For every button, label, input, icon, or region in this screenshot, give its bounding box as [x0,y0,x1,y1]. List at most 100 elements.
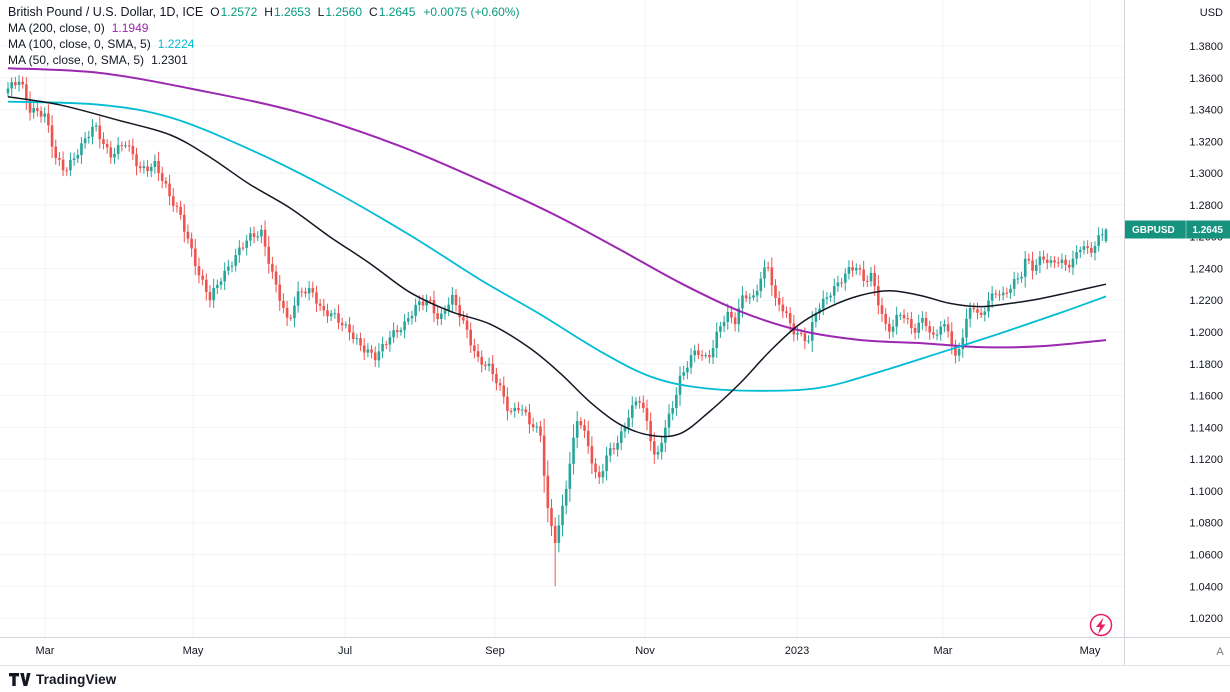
candle-body [47,113,50,126]
candle-body [946,324,950,332]
candle-body [421,301,425,306]
ma-200-line [7,67,1107,349]
candle-body [384,344,388,345]
candle-body [1086,246,1089,248]
candle-body [502,385,506,397]
candle-body [733,317,737,325]
candle-body [1064,259,1067,265]
candle-body [17,81,21,85]
candle-body [76,155,80,159]
candle-body [799,332,803,334]
candle-body [348,324,351,333]
candle-body [924,317,928,327]
candle-body [667,413,671,428]
candle-body [843,273,847,283]
candle-body [164,180,168,184]
candle-body [1049,260,1053,263]
candle-body [25,84,28,100]
ma-row-50[interactable]: MA (50, close, 0, SMA, 5) 1.2301 [8,52,519,68]
candle-body [318,303,322,306]
candle-body [711,348,715,358]
candle-body [976,309,979,313]
candle-body [1060,259,1064,263]
candle-body [689,355,693,368]
candle-body [50,125,54,147]
candle-body [484,364,487,366]
candle-body [1053,260,1056,263]
candle-body [730,312,733,318]
candle-body [245,240,248,248]
high-value: 1.2653 [273,5,311,19]
candle-body [531,424,535,428]
price-tick-label: 1.3600 [1189,73,1223,85]
candle-body [785,311,788,314]
change-value: +0.0075 (+0.60%) [423,5,520,19]
candle-body [322,305,326,311]
candle-body [447,304,450,311]
low-value: 1.2560 [325,5,363,19]
candle-body [616,443,619,450]
symbol-row[interactable]: British Pound / U.S. Dollar, 1D, ICE O1.2… [8,4,519,20]
candle-body [36,108,39,111]
candle-body [91,126,94,137]
candle-body [921,317,924,323]
candle-body [627,417,630,428]
candle-body [326,310,329,317]
ma-row-200[interactable]: MA (200, close, 0) 1.1949 [8,20,519,36]
candle-body [1090,247,1093,253]
candle-body [135,154,138,167]
price-axis[interactable]: USD 1.3800 1.3600 1.3400 1.3200 1.3000 1.2800 1… [1189,7,1223,625]
candle-body [888,323,891,332]
candle-body [972,308,976,310]
autoscale-button[interactable]: A [1216,646,1224,658]
candle-body [256,236,260,238]
candle-body [1009,288,1012,293]
candle-body [282,300,285,308]
candle-body [983,311,987,315]
chart-canvas[interactable]: USD 1.3800 1.3600 1.3400 1.3200 1.3000 1.2800 1… [0,0,1230,665]
candle-body [1104,229,1108,242]
candle-body [355,338,359,340]
candle-body [1005,292,1009,294]
price-tick-label: 1.1000 [1189,486,1223,498]
candle-body [32,108,36,113]
candle-body [579,421,583,426]
candle-body [392,330,395,338]
candle-body [715,331,719,349]
candle-body [866,280,869,282]
candle-body [142,166,146,169]
candle-body [131,146,135,155]
ma-50-label: MA (50, close, 0, SMA, 5) [8,53,145,67]
candle-body [285,307,289,318]
candle-body [649,421,652,442]
candle-body [340,322,344,326]
candle-body [873,272,876,287]
ma-50-line [7,96,1107,438]
candle-body [840,282,843,284]
candle-body [171,196,175,206]
candle-body [414,304,417,316]
ma-200-label: MA (200, close, 0) [8,21,105,35]
candle-body [825,297,829,299]
candle-body [458,305,461,318]
candle-body [201,275,204,280]
candle-body [777,297,781,305]
candle-body [686,367,689,373]
candle-body [774,285,777,298]
candle-body [605,455,608,472]
ma-row-100[interactable]: MA (100, close, 0, SMA, 5) 1.2224 [8,36,519,52]
tradingview-logo[interactable]: TradingView [9,672,116,687]
candle-body [1001,292,1005,296]
price-tick-label: 1.2800 [1189,200,1223,212]
time-axis[interactable]: Mar May Jul Sep Nov 2023 Mar May [36,645,1101,657]
price-tick-label: 1.0200 [1189,613,1223,625]
candle-body [491,363,495,375]
candle-body [216,284,219,288]
candle-body [664,427,667,443]
flash-button[interactable] [1089,613,1113,637]
candle-body [234,255,237,266]
price-tick-label: 1.2000 [1189,327,1223,339]
candle-body [462,317,465,321]
candle-body [260,229,263,237]
price-tick-label: 1.1600 [1189,391,1223,403]
